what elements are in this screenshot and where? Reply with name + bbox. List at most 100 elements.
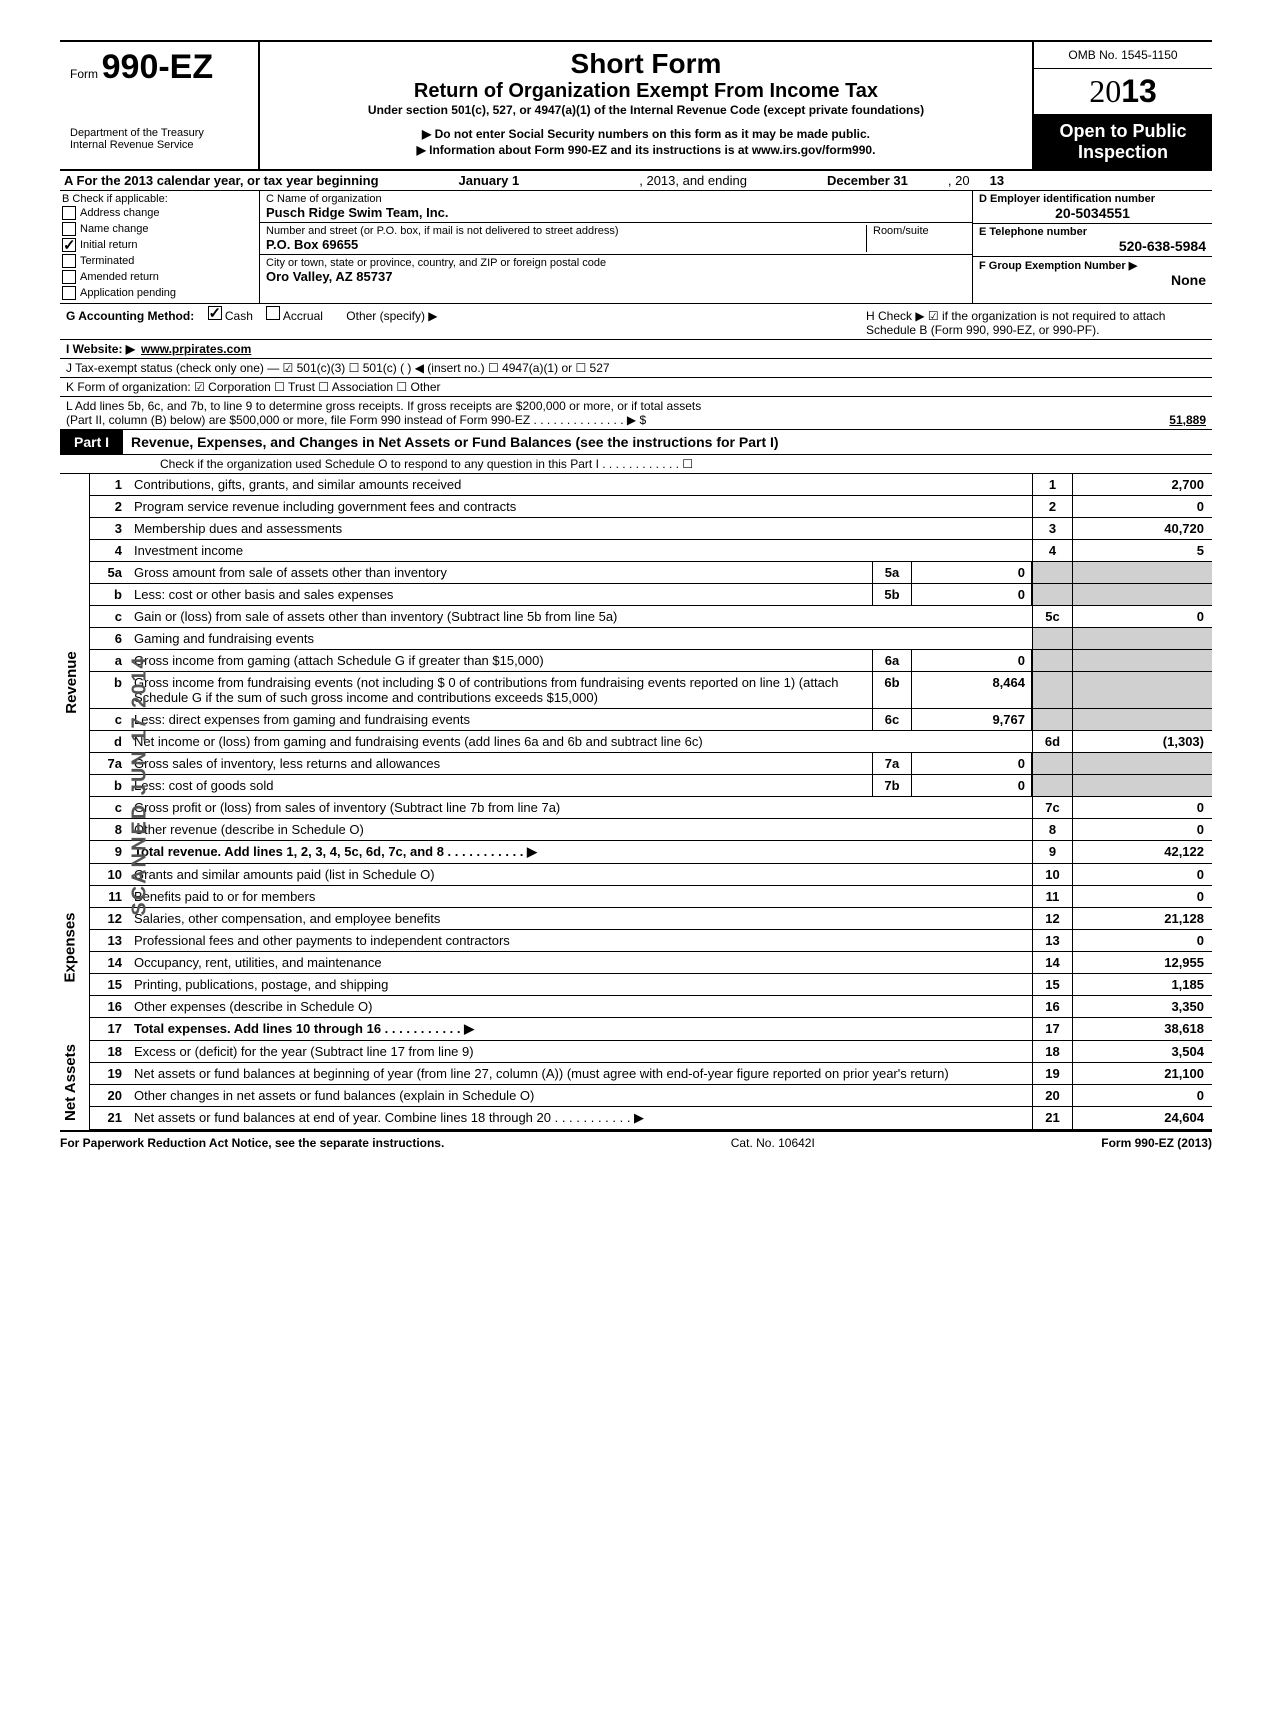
right-value: 0 bbox=[1072, 606, 1212, 627]
line-number: 2 bbox=[90, 496, 130, 517]
right-value bbox=[1072, 775, 1212, 796]
line-text: Gross profit or (loss) from sales of inv… bbox=[130, 797, 1032, 818]
right-value: 21,100 bbox=[1072, 1063, 1212, 1084]
right-value: 0 bbox=[1072, 930, 1212, 951]
form-number: 990-EZ bbox=[102, 48, 214, 86]
table-row: 2Program service revenue including gover… bbox=[90, 496, 1212, 518]
line-number: 5a bbox=[90, 562, 130, 583]
mid-value: 0 bbox=[912, 650, 1032, 671]
chk-address[interactable] bbox=[62, 206, 76, 220]
chk-initial[interactable] bbox=[62, 238, 76, 252]
footer: For Paperwork Reduction Act Notice, see … bbox=[60, 1130, 1212, 1154]
line-number: c bbox=[90, 606, 130, 627]
title-return: Return of Organization Exempt From Incom… bbox=[266, 80, 1026, 103]
line-text: Net assets or fund balances at beginning… bbox=[130, 1063, 1032, 1084]
table-row: bLess: cost of goods sold7b0 bbox=[90, 775, 1212, 797]
line-text: Gain or (loss) from sale of assets other… bbox=[130, 606, 1032, 627]
table-row: cLess: direct expenses from gaming and f… bbox=[90, 709, 1212, 731]
line-j: J Tax-exempt status (check only one) — ☑… bbox=[60, 359, 1212, 378]
line-number: 21 bbox=[90, 1107, 130, 1129]
line-number: 8 bbox=[90, 819, 130, 840]
table-row: 21Net assets or fund balances at end of … bbox=[90, 1107, 1212, 1130]
form-right-box: OMB No. 1545-1150 2013 Open to Public In… bbox=[1032, 42, 1212, 169]
line-text: Gross sales of inventory, less returns a… bbox=[130, 753, 872, 774]
chk-name[interactable] bbox=[62, 222, 76, 236]
right-value: 42,122 bbox=[1072, 841, 1212, 863]
line-number: b bbox=[90, 672, 130, 708]
right-box bbox=[1032, 562, 1072, 583]
right-value: 0 bbox=[1072, 864, 1212, 885]
right-box: 10 bbox=[1032, 864, 1072, 885]
line-number: 19 bbox=[90, 1063, 130, 1084]
mid-box: 5b bbox=[872, 584, 912, 605]
form-title-box: Short Form Return of Organization Exempt… bbox=[260, 42, 1032, 169]
right-value: 2,700 bbox=[1072, 474, 1212, 495]
part1-check: Check if the organization used Schedule … bbox=[60, 455, 1212, 474]
table-row: 1Contributions, gifts, grants, and simil… bbox=[90, 474, 1212, 496]
table-row: cGross profit or (loss) from sales of in… bbox=[90, 797, 1212, 819]
col-c: C Name of organizationPusch Ridge Swim T… bbox=[260, 191, 972, 303]
right-box: 1 bbox=[1032, 474, 1072, 495]
right-box bbox=[1032, 775, 1072, 796]
table-row: 10Grants and similar amounts paid (list … bbox=[90, 864, 1212, 886]
line-number: 4 bbox=[90, 540, 130, 561]
right-box: 3 bbox=[1032, 518, 1072, 539]
line-number: 14 bbox=[90, 952, 130, 973]
table-row: 16Other expenses (describe in Schedule O… bbox=[90, 996, 1212, 1018]
ein: 20-5034551 bbox=[979, 205, 1206, 221]
chk-amended[interactable] bbox=[62, 270, 76, 284]
table-row: 12Salaries, other compensation, and empl… bbox=[90, 908, 1212, 930]
right-value bbox=[1072, 672, 1212, 708]
line-text: Other revenue (describe in Schedule O) bbox=[130, 819, 1032, 840]
table-row: 20Other changes in net assets or fund ba… bbox=[90, 1085, 1212, 1107]
chk-cash[interactable] bbox=[208, 306, 222, 320]
right-value: 12,955 bbox=[1072, 952, 1212, 973]
mid-value: 0 bbox=[912, 753, 1032, 774]
chk-accrual[interactable] bbox=[266, 306, 280, 320]
right-value: (1,303) bbox=[1072, 731, 1212, 752]
line-text: Gross amount from sale of assets other t… bbox=[130, 562, 872, 583]
table-row: 8Other revenue (describe in Schedule O)8… bbox=[90, 819, 1212, 841]
table-row: cGain or (loss) from sale of assets othe… bbox=[90, 606, 1212, 628]
city: Oro Valley, AZ 85737 bbox=[266, 269, 392, 284]
right-value bbox=[1072, 753, 1212, 774]
right-box bbox=[1032, 709, 1072, 730]
right-value: 0 bbox=[1072, 797, 1212, 818]
chk-terminated[interactable] bbox=[62, 254, 76, 268]
dept-line2: Internal Revenue Service bbox=[70, 139, 248, 151]
right-box: 13 bbox=[1032, 930, 1072, 951]
line-text: Grants and similar amounts paid (list in… bbox=[130, 864, 1032, 885]
right-value: 3,350 bbox=[1072, 996, 1212, 1017]
line-a: A For the 2013 calendar year, or tax yea… bbox=[60, 171, 1212, 191]
line-text: Other changes in net assets or fund bala… bbox=[130, 1085, 1032, 1106]
line-number: b bbox=[90, 775, 130, 796]
form-id-box: Form 990-EZ Department of the Treasury I… bbox=[60, 42, 260, 169]
line-number: 1 bbox=[90, 474, 130, 495]
right-box bbox=[1032, 672, 1072, 708]
instruction-2: ▶ Information about Form 990-EZ and its … bbox=[266, 143, 1026, 157]
right-value: 21,128 bbox=[1072, 908, 1212, 929]
right-box: 19 bbox=[1032, 1063, 1072, 1084]
mid-value: 8,464 bbox=[912, 672, 1032, 708]
line-text: Membership dues and assessments bbox=[130, 518, 1032, 539]
gross-receipts: 51,889 bbox=[1169, 413, 1206, 427]
right-box: 11 bbox=[1032, 886, 1072, 907]
chk-pending[interactable] bbox=[62, 286, 76, 300]
table-row: dNet income or (loss) from gaming and fu… bbox=[90, 731, 1212, 753]
line-number: d bbox=[90, 731, 130, 752]
right-box: 16 bbox=[1032, 996, 1072, 1017]
line-number: 16 bbox=[90, 996, 130, 1017]
line-i: I Website: ▶ www.prpirates.com bbox=[60, 340, 1212, 359]
right-box: 8 bbox=[1032, 819, 1072, 840]
right-box: 18 bbox=[1032, 1041, 1072, 1062]
right-box bbox=[1032, 650, 1072, 671]
table-row: 9Total revenue. Add lines 1, 2, 3, 4, 5c… bbox=[90, 841, 1212, 864]
line-number: 17 bbox=[90, 1018, 130, 1040]
right-box: 7c bbox=[1032, 797, 1072, 818]
right-value: 24,604 bbox=[1072, 1107, 1212, 1129]
table-row: 3Membership dues and assessments340,720 bbox=[90, 518, 1212, 540]
right-box: 21 bbox=[1032, 1107, 1072, 1129]
line-number: 10 bbox=[90, 864, 130, 885]
line-text: Total expenses. Add lines 10 through 16 … bbox=[130, 1018, 1032, 1040]
mid-box: 6a bbox=[872, 650, 912, 671]
